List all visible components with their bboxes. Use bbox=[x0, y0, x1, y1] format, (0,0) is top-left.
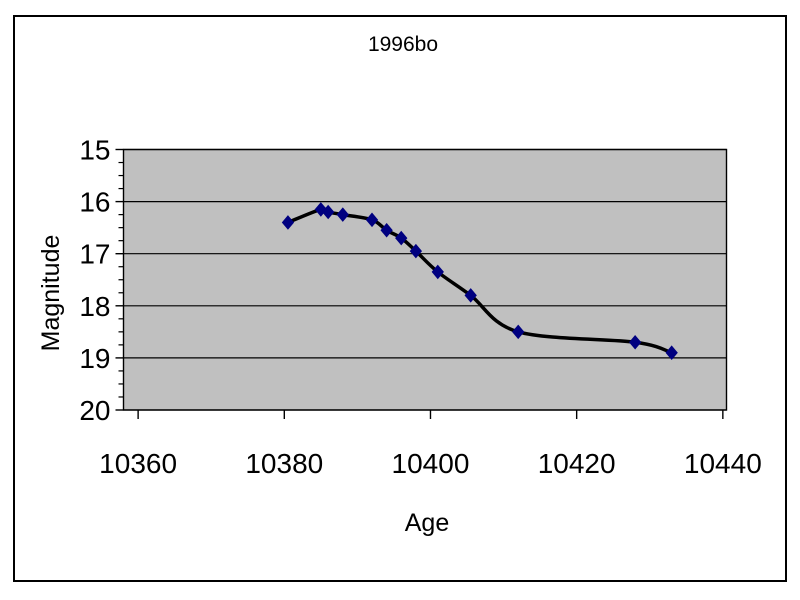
data-point-marker bbox=[395, 230, 408, 246]
chart-outer-border bbox=[13, 15, 787, 582]
x-tick-label: 10400 bbox=[392, 448, 470, 479]
y-tick-label: 17 bbox=[79, 239, 110, 270]
data-point-marker bbox=[336, 207, 349, 222]
x-tick-label: 10420 bbox=[538, 448, 616, 479]
data-point-marker bbox=[628, 334, 642, 350]
data-point-marker bbox=[380, 222, 393, 238]
data-point-marker bbox=[665, 345, 678, 360]
chart-title: 1996bo bbox=[367, 33, 439, 56]
y-tick-label: 16 bbox=[79, 187, 110, 218]
y-tick-label: 19 bbox=[79, 343, 110, 374]
y-axis-title: Magnitude bbox=[37, 234, 65, 352]
y-tick-label: 15 bbox=[79, 135, 110, 166]
data-point-marker bbox=[512, 324, 525, 340]
data-point-marker bbox=[464, 288, 477, 303]
x-tick-label: 10380 bbox=[245, 448, 323, 479]
data-point-marker bbox=[365, 212, 379, 228]
y-tick-label: 20 bbox=[79, 395, 110, 426]
y-tick-label: 18 bbox=[79, 291, 110, 322]
x-tick-label: 10360 bbox=[99, 448, 177, 479]
data-point-marker bbox=[281, 215, 295, 230]
data-point-marker bbox=[409, 243, 423, 259]
data-point-marker bbox=[431, 264, 444, 280]
plot-area bbox=[123, 149, 727, 410]
x-axis-title: Age bbox=[404, 509, 450, 537]
data-point-marker bbox=[321, 204, 335, 220]
x-tick-label: 10440 bbox=[684, 448, 762, 479]
